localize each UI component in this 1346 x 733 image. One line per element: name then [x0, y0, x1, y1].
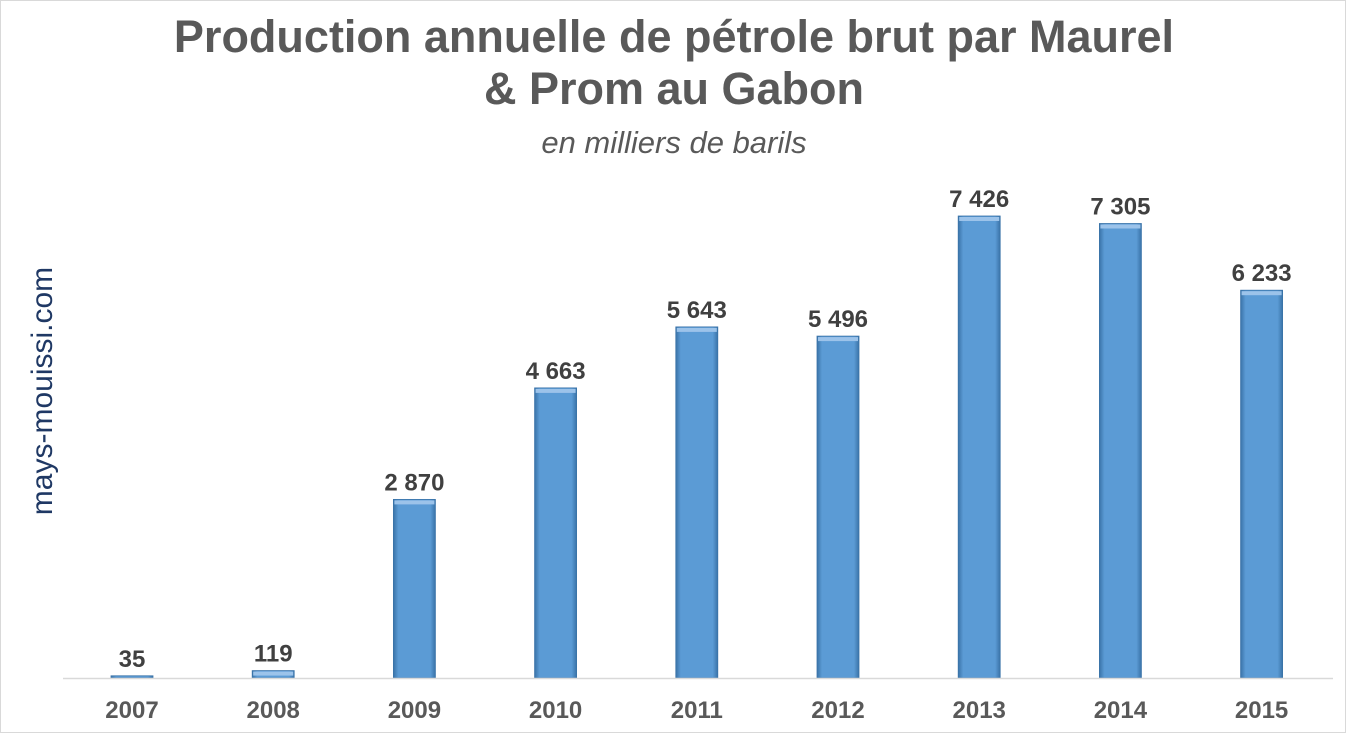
x-tick-label-2009: 2009: [388, 697, 441, 724]
bar-2009: [392, 498, 436, 679]
bar-highlight-2015: [1241, 291, 1282, 296]
x-tick-label-2012: 2012: [811, 697, 864, 724]
bar-2013: [957, 215, 1001, 679]
data-label-2012: 5 496: [808, 306, 868, 333]
chart-title-line-1: Production annuelle de pétrole brut par …: [173, 11, 1175, 62]
data-label-2009: 2 870: [384, 469, 444, 496]
x-tick-label-2013: 2013: [953, 697, 1006, 724]
bar-2014: [1099, 223, 1142, 679]
x-tick-label-2010: 2010: [529, 697, 582, 724]
bar-highlight-2014: [1100, 224, 1141, 229]
data-label-2013: 7 426: [949, 186, 1009, 213]
bar-highlight-2010: [535, 388, 576, 393]
chart-subtitle: en milliers de barils: [541, 125, 807, 160]
x-tick-label-2011: 2011: [671, 697, 723, 724]
data-label-2008: 119: [254, 641, 293, 668]
data-label-2007: 35: [119, 646, 146, 673]
bar-2012: [816, 335, 860, 679]
x-tick-label-2014: 2014: [1094, 697, 1148, 724]
labels-layer: 35 2007 119 2008 2 870 2009 4 663 2010 5 643 2011…: [105, 186, 1291, 724]
data-label-2011: 5 643: [667, 297, 727, 324]
x-tick-label-2015: 2015: [1235, 697, 1288, 724]
bar-2007: [110, 675, 154, 679]
bar-2011: [675, 326, 719, 679]
bars-layer: [110, 215, 1283, 679]
bar-highlight-2011: [676, 327, 717, 332]
chart-title-line-2: & Prom au Gabon: [483, 63, 865, 114]
data-label-2010: 4 663: [526, 358, 586, 385]
bar-highlight-2009: [394, 500, 435, 505]
data-label-2014: 7 305: [1090, 194, 1150, 221]
x-tick-label-2008: 2008: [247, 697, 300, 724]
bar-highlight-2012: [818, 337, 858, 342]
bar-2010: [534, 387, 577, 679]
bar-2015: [1240, 289, 1283, 679]
chart-title: Production annuelle de pétrole brut par …: [1, 11, 1345, 115]
data-label-2015: 6 233: [1232, 260, 1292, 287]
bar-highlight-2008: [253, 671, 294, 676]
x-tick-label-2007: 2007: [105, 697, 158, 724]
bar-highlight-2013: [959, 217, 1000, 221]
